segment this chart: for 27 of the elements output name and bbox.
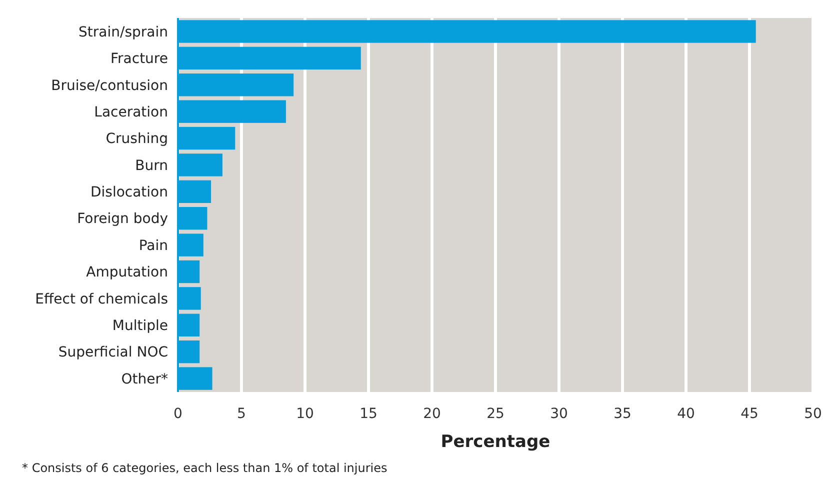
y-tick-label: Pain bbox=[138, 238, 168, 254]
x-tick-label: 45 bbox=[740, 406, 758, 422]
x-tick-label: 30 bbox=[550, 406, 568, 422]
y-tick-label: Amputation bbox=[86, 264, 168, 281]
y-tick-label: Multiple bbox=[112, 318, 168, 334]
y-tick-label: Strain/sprain bbox=[78, 24, 168, 40]
y-tick-label: Laceration bbox=[94, 104, 168, 120]
x-axis-title: Percentage bbox=[440, 432, 550, 452]
y-tick-label: Burn bbox=[135, 158, 168, 174]
y-tick-label: Foreign body bbox=[77, 211, 168, 228]
y-tick-label: Fracture bbox=[110, 51, 168, 68]
x-tick-label: 25 bbox=[486, 406, 504, 422]
y-tick-label: Dislocation bbox=[90, 184, 168, 201]
x-tick-label: 40 bbox=[677, 406, 695, 422]
text: * Consists of 6 categories, each less than 1% of total injuries bbox=[22, 461, 388, 475]
x-tick-label: 10 bbox=[296, 406, 314, 422]
x-tick-label: 15 bbox=[360, 406, 378, 422]
y-tick-label: Effect of chemicals bbox=[35, 291, 168, 308]
x-tick-label: 5 bbox=[237, 406, 246, 422]
x-tick-label: 35 bbox=[614, 406, 632, 422]
x-tick-label: 20 bbox=[423, 406, 441, 422]
y-tick-label: Bruise/contusion bbox=[51, 78, 168, 94]
y-tick-label: Other* bbox=[121, 371, 168, 388]
x-tick-label: 0 bbox=[174, 406, 182, 422]
x-tick-label: 50 bbox=[804, 406, 822, 422]
y-tick-label: Superficial NOC bbox=[58, 344, 168, 361]
y-tick-label: Crushing bbox=[106, 131, 168, 148]
